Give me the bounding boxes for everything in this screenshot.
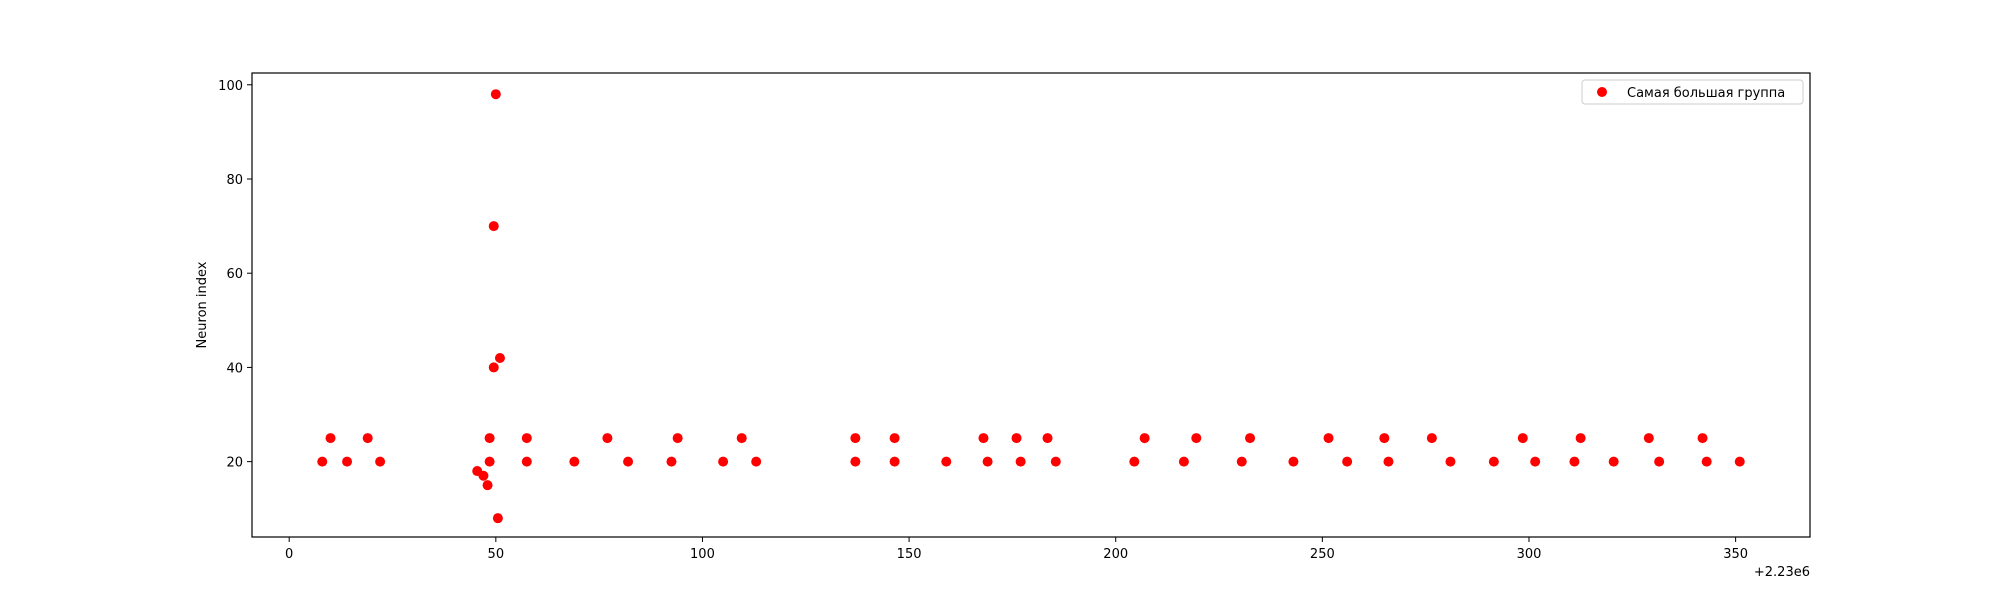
legend-label: Самая большая группа	[1627, 86, 1785, 101]
data-point	[850, 433, 861, 444]
data-point	[1569, 456, 1580, 467]
data-point	[1530, 456, 1541, 467]
data-point	[1608, 456, 1619, 467]
data-point	[718, 456, 729, 467]
data-point	[342, 456, 353, 467]
data-point	[488, 221, 499, 232]
x-tick-label: 300	[1517, 547, 1542, 562]
data-point	[941, 456, 952, 467]
data-point	[1129, 456, 1140, 467]
data-point	[982, 456, 993, 467]
x-tick-label: 350	[1723, 547, 1748, 562]
data-point	[672, 433, 683, 444]
data-point	[1379, 433, 1390, 444]
legend-marker	[1597, 87, 1607, 97]
data-point	[1288, 456, 1299, 467]
data-point	[751, 456, 762, 467]
legend: Самая большая группа	[1581, 79, 1804, 105]
y-tick-label: 20	[226, 456, 243, 471]
data-point	[1697, 433, 1708, 444]
data-points	[317, 89, 1745, 524]
data-point	[375, 456, 386, 467]
data-point	[850, 456, 861, 467]
y-axis-label: Neuron index	[195, 261, 210, 348]
data-point	[1042, 433, 1053, 444]
x-tick-label: 0	[285, 547, 293, 562]
data-point	[736, 433, 747, 444]
plot-frame	[251, 72, 1811, 538]
data-point	[490, 89, 501, 100]
data-point	[1191, 433, 1202, 444]
data-point	[1015, 456, 1026, 467]
data-point	[317, 456, 328, 467]
data-point	[1236, 456, 1247, 467]
data-point	[1734, 456, 1745, 467]
data-point	[1701, 456, 1712, 467]
axis-ticks: 0 50 100 150 200 250 300 350 20 40 60 80 100	[218, 79, 1748, 562]
data-point	[482, 480, 493, 491]
data-point	[521, 433, 532, 444]
data-point	[889, 456, 900, 467]
data-point	[1383, 456, 1394, 467]
data-point	[1011, 433, 1022, 444]
data-point	[488, 362, 499, 373]
data-point	[1488, 456, 1499, 467]
data-point	[1178, 456, 1189, 467]
data-point	[1654, 456, 1665, 467]
data-point	[569, 456, 580, 467]
data-point	[889, 433, 900, 444]
data-point	[1517, 433, 1528, 444]
data-point	[1342, 456, 1353, 467]
data-point	[623, 456, 634, 467]
data-point	[602, 433, 613, 444]
y-tick-label: 40	[226, 361, 243, 376]
x-tick-label: 100	[690, 547, 715, 562]
x-tick-label: 50	[488, 547, 505, 562]
data-point	[1445, 456, 1456, 467]
data-point	[494, 352, 505, 363]
x-tick-label: 250	[1310, 547, 1335, 562]
data-point	[484, 433, 495, 444]
data-point	[1575, 433, 1586, 444]
data-point	[478, 470, 489, 481]
data-point	[492, 513, 503, 524]
data-point	[484, 456, 495, 467]
y-tick-label: 100	[218, 79, 243, 94]
y-tick-label: 60	[226, 267, 243, 282]
y-tick-label: 80	[226, 173, 243, 188]
data-point	[1139, 433, 1150, 444]
data-point	[666, 456, 677, 467]
legend-box	[1581, 79, 1804, 105]
data-point	[1643, 433, 1654, 444]
data-point	[521, 456, 532, 467]
x-tick-label: 150	[897, 547, 922, 562]
data-point	[1426, 433, 1437, 444]
data-point	[978, 433, 989, 444]
data-point	[325, 433, 336, 444]
data-point	[1323, 433, 1334, 444]
data-point	[1050, 456, 1061, 467]
data-point	[362, 433, 373, 444]
x-axis-offset-label: +2.23e6	[1754, 565, 1810, 580]
x-tick-label: 200	[1103, 547, 1128, 562]
data-point	[1245, 433, 1256, 444]
